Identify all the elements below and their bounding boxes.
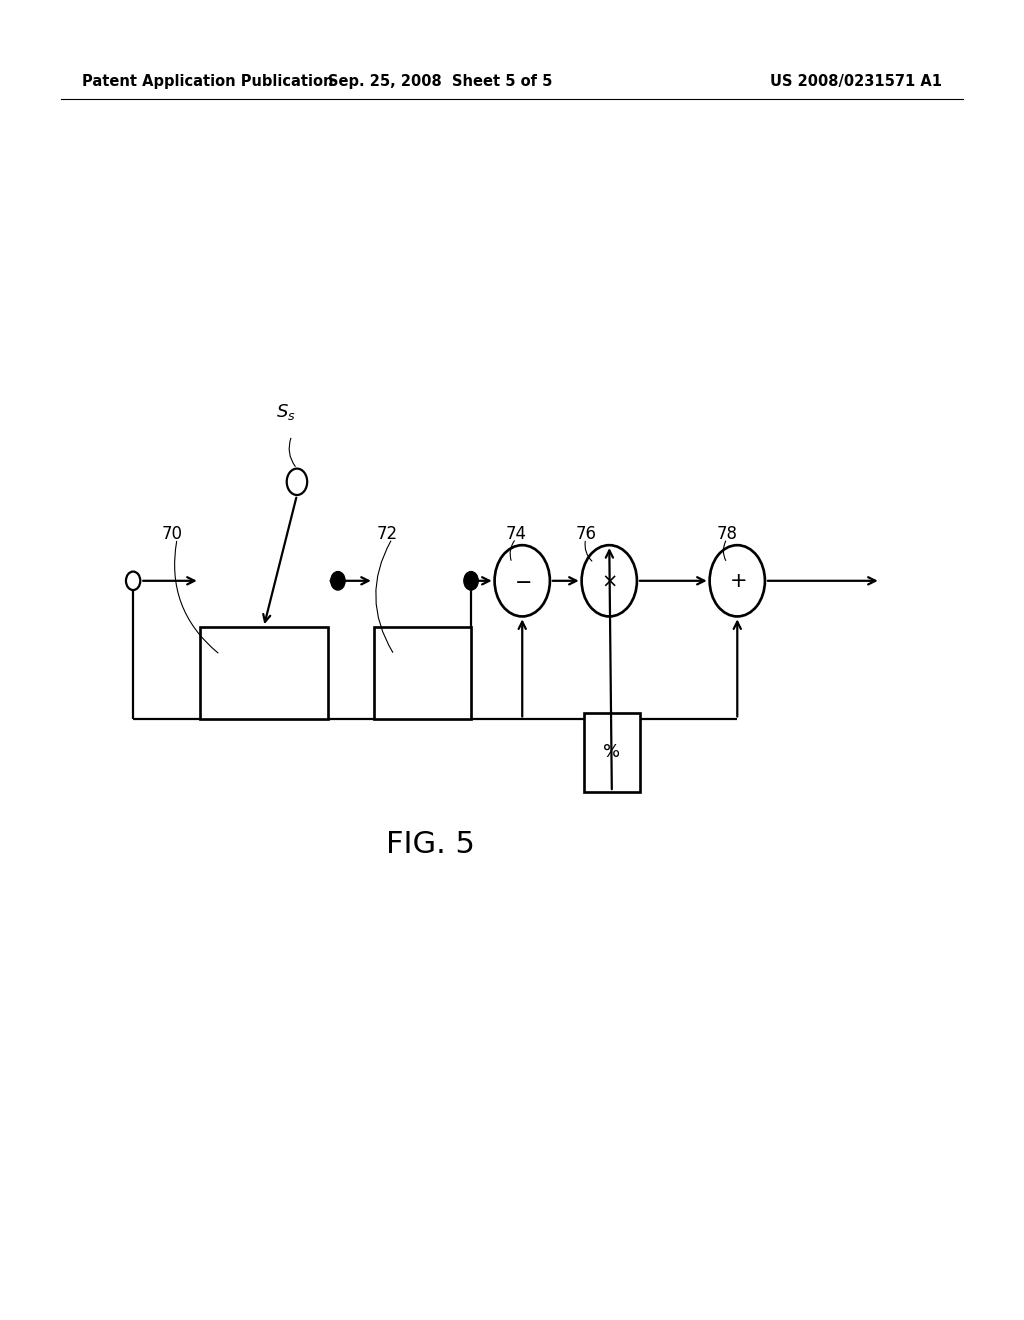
Circle shape bbox=[331, 572, 345, 590]
Text: US 2008/0231571 A1: US 2008/0231571 A1 bbox=[770, 74, 942, 90]
Circle shape bbox=[287, 469, 307, 495]
Text: Sep. 25, 2008  Sheet 5 of 5: Sep. 25, 2008 Sheet 5 of 5 bbox=[328, 74, 553, 90]
Text: Patent Application Publication: Patent Application Publication bbox=[82, 74, 334, 90]
Text: 72: 72 bbox=[377, 525, 398, 544]
Circle shape bbox=[464, 572, 478, 590]
Text: $\times$: $\times$ bbox=[601, 572, 617, 590]
Bar bbox=[584, 713, 640, 792]
Text: $-$: $-$ bbox=[514, 570, 530, 591]
Bar bbox=[200, 627, 328, 719]
Text: $S_s$: $S_s$ bbox=[276, 403, 296, 422]
Text: 70: 70 bbox=[162, 525, 183, 544]
Text: 78: 78 bbox=[717, 525, 738, 544]
Circle shape bbox=[126, 572, 140, 590]
Bar bbox=[374, 627, 471, 719]
Text: 74: 74 bbox=[506, 525, 527, 544]
Circle shape bbox=[495, 545, 550, 616]
Text: %: % bbox=[603, 743, 621, 762]
Text: $+$: $+$ bbox=[729, 570, 745, 591]
Text: 76: 76 bbox=[575, 525, 597, 544]
Text: FIG. 5: FIG. 5 bbox=[386, 830, 474, 859]
Circle shape bbox=[710, 545, 765, 616]
Circle shape bbox=[582, 545, 637, 616]
